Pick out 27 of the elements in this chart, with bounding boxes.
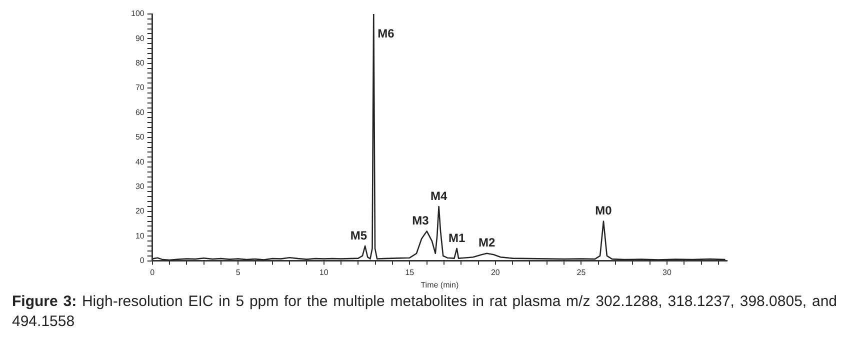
x-tick-label: 0	[150, 268, 156, 277]
annotation: M3	[412, 213, 430, 228]
x-axis-title: Time (min)	[420, 280, 459, 290]
y-tick-label: 100	[130, 9, 145, 18]
annotation: M5	[350, 228, 368, 242]
x-tick-label: 25	[576, 268, 586, 277]
annotation: M4	[430, 188, 448, 203]
caption: Figure 3: High-resolution EIC in 5 ppm for the multiple metabolites in rat plasma m/z 302.1288, 318.1237, 398.0805, and 494.1558	[12, 292, 837, 332]
y-tick-label: 80	[135, 58, 145, 68]
y-tick-label: 90	[135, 34, 145, 43]
y-tick-label: 30	[135, 182, 145, 191]
x-tick-label: 10	[319, 268, 329, 277]
x-tick-label: 20	[490, 268, 500, 277]
annotation: M0	[595, 204, 612, 218]
y-tick-label: 60	[135, 108, 145, 117]
y-tick-label: 50	[135, 132, 145, 142]
annotation: M6	[378, 26, 395, 40]
y-tick-label: 40	[135, 157, 145, 166]
y-tick-label: 70	[135, 83, 145, 92]
annotation: M1	[448, 230, 466, 245]
x-tick-label: 5	[236, 268, 241, 277]
y-tick-label: 0	[140, 256, 145, 266]
annotation: M2	[478, 236, 496, 250]
x-tick-label: 15	[405, 268, 415, 277]
x-tick-label: 30	[662, 268, 672, 277]
y-tick-label: 20	[135, 206, 145, 216]
y-tick-label: 10	[135, 231, 145, 240]
